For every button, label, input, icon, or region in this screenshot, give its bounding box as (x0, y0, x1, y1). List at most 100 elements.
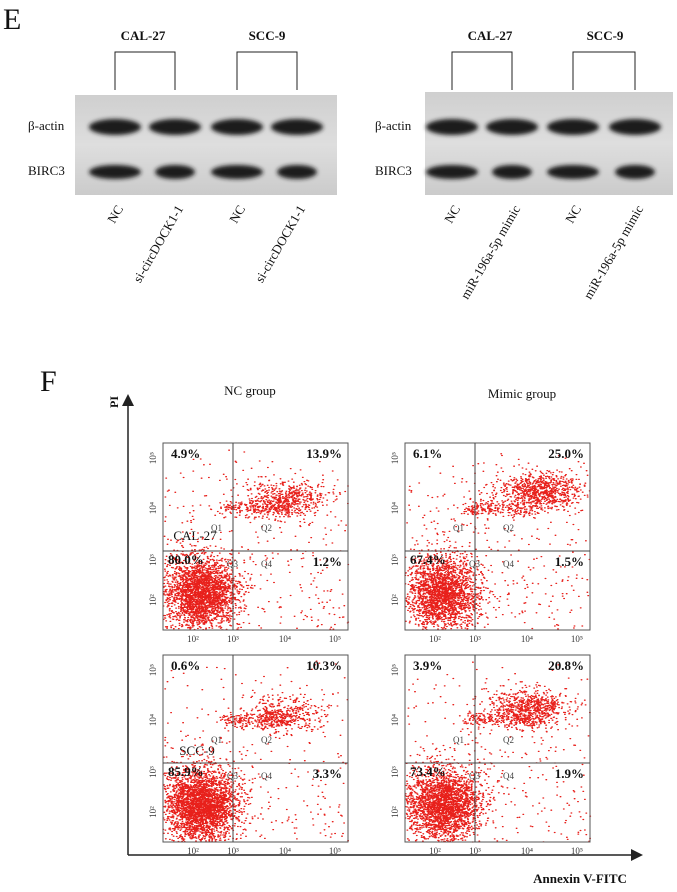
y-tick-label: 10⁵ (148, 452, 158, 464)
quadrant-name: Q1 (211, 523, 222, 533)
bracket (114, 51, 176, 90)
row-label: β-actin (375, 118, 412, 133)
y-tick-label: 10⁴ (148, 714, 158, 726)
band (277, 165, 317, 179)
y-tick-label: 10⁴ (390, 714, 400, 726)
y-axis-title: PI (107, 396, 121, 408)
x-tick-label: 10⁴ (521, 846, 533, 856)
quadrant-name: Q3 (227, 559, 238, 569)
quadrant-percentage: 85.9% (168, 764, 204, 779)
bracket (572, 51, 636, 90)
row-label: β-actin (28, 118, 65, 133)
y-tick-label: 10⁴ (390, 502, 400, 514)
plot-frame (404, 442, 591, 631)
band (615, 165, 655, 179)
band (486, 119, 538, 135)
scatter-dots (162, 449, 350, 631)
y-tick-label: 10² (148, 594, 158, 606)
band (547, 119, 599, 135)
row-label: CAL-27 (173, 528, 217, 543)
band (89, 119, 141, 135)
quadrant-percentage: 3.3% (313, 766, 342, 781)
group-label: SCC-9 (249, 28, 286, 43)
quadrant-name: Q3 (469, 559, 480, 569)
quadrant-percentage: 80.0% (168, 552, 204, 567)
band (211, 165, 263, 179)
x-tick-label: 10³ (227, 634, 239, 644)
quadrant-percentage: 10.3% (306, 658, 342, 673)
lane-label: NC (226, 202, 248, 225)
bracket (236, 51, 298, 90)
quadrant-percentage: 73.4% (410, 764, 446, 779)
y-tick-label: 10² (390, 594, 400, 606)
lane-label: miR-196a-5p mimic (580, 202, 646, 301)
plot-frame (404, 654, 591, 843)
lane-label: si-circDOCK1-1 (252, 202, 308, 285)
quadrant-percentage: 13.9% (306, 446, 342, 461)
column-title: NC group (224, 383, 276, 398)
band (609, 119, 661, 135)
quadrant-name: Q4 (261, 559, 272, 569)
x-tick-label: 10⁵ (571, 846, 583, 856)
quadrant-name: Q4 (503, 771, 514, 781)
x-tick-label: 10⁴ (521, 634, 533, 644)
x-axis-title: Annexin V-FITC (533, 871, 627, 886)
x-tick-label: 10³ (227, 846, 239, 856)
plot-frame (162, 654, 349, 843)
y-tick-label: 10⁵ (390, 664, 400, 676)
quadrant-percentage: 1.5% (555, 554, 584, 569)
lane-label: NC (441, 202, 463, 225)
quadrant-name: Q2 (503, 735, 514, 745)
group-label: SCC-9 (587, 28, 624, 43)
quadrant-percentage: 6.1% (413, 446, 442, 461)
scatter-dots (404, 661, 592, 843)
x-tick-label: 10³ (469, 634, 481, 644)
row-label: BIRC3 (28, 163, 65, 178)
quadrant-percentage: 1.9% (555, 766, 584, 781)
band (149, 119, 201, 135)
quadrant-name: Q2 (261, 523, 272, 533)
quadrant-percentage: 0.6% (171, 658, 200, 673)
x-tick-label: 10² (429, 846, 441, 856)
blot-background (425, 92, 673, 195)
y-tick-label: 10³ (148, 554, 158, 566)
quadrant-name: Q1 (453, 523, 464, 533)
band (155, 165, 195, 179)
lane-label: si-circDOCK1-1 (130, 202, 186, 285)
y-tick-label: 10⁵ (148, 664, 158, 676)
quadrant-name: Q4 (261, 771, 272, 781)
x-tick-label: 10⁵ (571, 634, 583, 644)
scatter-dots (162, 660, 350, 843)
quadrant-name: Q3 (469, 771, 480, 781)
panel-label: E (3, 3, 21, 36)
quadrant-percentage: 1.2% (313, 554, 342, 569)
x-tick-label: 10⁵ (329, 634, 341, 644)
group-label: CAL-27 (468, 28, 513, 43)
y-tick-label: 10³ (148, 766, 158, 778)
quadrant-percentage: 4.9% (171, 446, 200, 461)
band (547, 165, 599, 179)
x-tick-label: 10² (187, 634, 199, 644)
y-tick-label: 10³ (390, 554, 400, 566)
y-tick-label: 10⁴ (148, 502, 158, 514)
x-tick-label: 10⁴ (279, 846, 291, 856)
x-tick-label: 10³ (469, 846, 481, 856)
x-tick-label: 10² (429, 634, 441, 644)
quadrant-percentage: 25.0% (548, 446, 584, 461)
quadrant-name: Q2 (503, 523, 514, 533)
row-label: BIRC3 (375, 163, 412, 178)
quadrant-name: Q3 (227, 771, 238, 781)
y-tick-label: 10² (390, 806, 400, 818)
x-tick-label: 10⁵ (329, 846, 341, 856)
band (426, 165, 478, 179)
lane-label: NC (104, 202, 126, 225)
band (426, 119, 478, 135)
blot-background (75, 95, 337, 195)
quadrant-name: Q2 (261, 735, 272, 745)
quadrant-name: Q4 (503, 559, 514, 569)
bracket (451, 51, 513, 90)
band (89, 165, 141, 179)
scatter-dots (404, 453, 591, 631)
quadrant-percentage: 3.9% (413, 658, 442, 673)
